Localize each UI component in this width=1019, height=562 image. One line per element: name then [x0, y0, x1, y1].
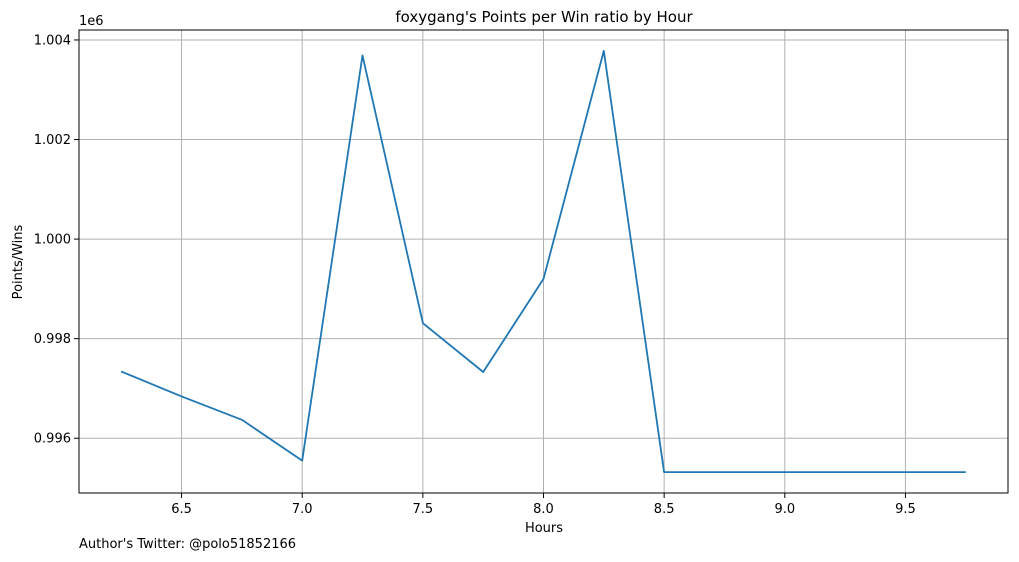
x-tick-label: 7.5 — [413, 502, 434, 517]
y-tick-label: 1.004 — [34, 33, 71, 48]
chart-title: foxygang's Points per Win ratio by Hour — [395, 8, 693, 26]
y-axis-label: Points/Wins — [11, 224, 26, 299]
x-tick-label: 9.0 — [774, 502, 795, 517]
x-axis-ticks: 6.5 7.0 7.5 8.0 8.5 9.0 9.5 — [171, 493, 916, 517]
y-tick-label: 0.996 — [34, 432, 71, 447]
author-twitter-note: Author's Twitter: @polo51852166 — [79, 537, 297, 552]
x-axis-label: Hours — [525, 521, 563, 536]
y-axis-ticks: 0.996 0.998 1.000 1.002 1.004 — [34, 33, 79, 447]
y-offset-label: 1e6 — [79, 14, 104, 29]
x-tick-label: 9.5 — [895, 502, 916, 517]
y-tick-label: 1.000 — [34, 233, 71, 248]
series-line — [120, 50, 966, 474]
x-tick-label: 6.5 — [171, 502, 192, 517]
x-tick-label: 7.0 — [292, 502, 313, 517]
grid — [79, 30, 1008, 493]
series-layer — [120, 50, 966, 474]
y-tick-label: 0.998 — [34, 332, 71, 347]
x-tick-label: 8.5 — [654, 502, 675, 517]
y-tick-label: 1.002 — [34, 133, 71, 148]
x-tick-label: 8.0 — [533, 502, 554, 517]
